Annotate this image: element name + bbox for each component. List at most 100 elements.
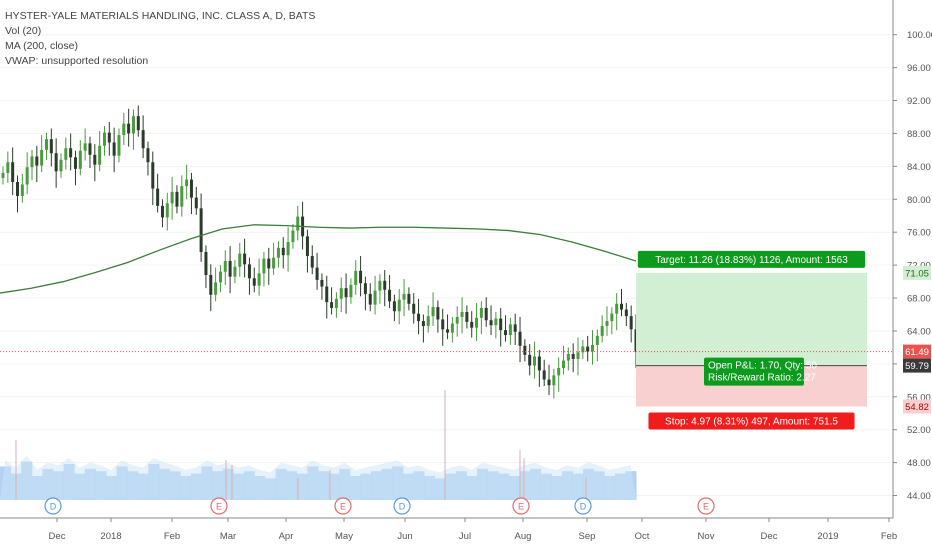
candle-body: [107, 132, 111, 143]
candle-body: [499, 318, 503, 331]
candle-body: [83, 143, 87, 151]
y-tick-label: 96.00: [907, 63, 931, 74]
earnings-event-icon[interactable]: [334, 497, 352, 515]
candle-body: [354, 270, 358, 285]
candle-body: [286, 242, 290, 256]
candle-body: [518, 331, 522, 346]
candle-body: [175, 191, 179, 207]
y-tick-label: 64.00: [907, 326, 931, 337]
candle-body: [330, 302, 334, 308]
candle-body: [470, 321, 474, 328]
candle-body: [88, 143, 92, 155]
volume-study-label[interactable]: Vol (20): [5, 25, 42, 37]
candle-body: [218, 271, 222, 283]
current-price-tag: 61.49: [905, 347, 929, 358]
earnings-event-icon[interactable]: [697, 497, 715, 515]
candle-body: [373, 290, 377, 305]
candle-body: [194, 197, 198, 209]
earnings-event-icon[interactable]: [210, 497, 228, 515]
dividend-event-icon[interactable]: [393, 497, 411, 515]
stop-label-box: [648, 412, 855, 430]
x-tick-label: Nov: [698, 531, 715, 542]
vwap-study-label[interactable]: VWAP: unsupported resolution: [5, 55, 149, 67]
y-tick-label: 68.00: [907, 294, 931, 305]
stop-price-tag-bg: [903, 399, 931, 414]
x-tick-label: Oct: [635, 531, 650, 542]
candle-body: [73, 157, 77, 169]
candle-body: [257, 273, 261, 286]
target-price-tag: 71.05: [905, 268, 929, 279]
earnings-event-icon[interactable]: [512, 497, 530, 515]
candle-body: [591, 344, 595, 352]
y-tick-label: 56.00: [907, 392, 931, 403]
x-tick-label: Aug: [515, 531, 532, 542]
y-tick-label: 48.00: [907, 458, 931, 469]
candle-body: [64, 148, 68, 160]
candle-body: [484, 307, 488, 321]
x-tick-label: 2018: [100, 531, 121, 542]
candle-body: [460, 312, 464, 317]
event-marker-letter: E: [216, 502, 222, 512]
stop-price-tag: 54.82: [905, 402, 929, 413]
candle-body: [296, 216, 300, 231]
candle-body: [102, 132, 106, 146]
event-marker-letter: D: [50, 502, 57, 512]
y-tick-label: 44.00: [907, 491, 931, 502]
ma-study-label[interactable]: MA (200, close): [5, 40, 78, 52]
candle-body: [228, 261, 232, 277]
candle-body: [339, 288, 343, 299]
candle-body: [1, 172, 5, 178]
candle-body: [600, 326, 604, 336]
candle-body: [35, 156, 39, 166]
candle-body: [117, 135, 121, 156]
candle-body: [325, 286, 329, 303]
current-price-tag-bg: [903, 344, 931, 359]
candle-body: [199, 208, 203, 252]
volume-average-area: [0, 455, 636, 500]
candle-body: [421, 321, 425, 327]
candle-body: [368, 293, 372, 305]
candle-body: [513, 324, 517, 332]
x-tick-label: Feb: [881, 531, 897, 542]
candle-body: [151, 162, 155, 189]
candle-body: [359, 270, 363, 284]
candle-body: [54, 153, 58, 172]
candle-body: [383, 280, 387, 290]
candle-body: [20, 184, 24, 196]
y-tick-label: 76.00: [907, 228, 931, 239]
dividend-event-icon[interactable]: [44, 497, 62, 515]
candle-body: [508, 324, 512, 336]
candle-body: [566, 353, 570, 361]
x-tick-label: 2019: [817, 531, 838, 542]
candle-body: [581, 346, 585, 353]
candle-body: [267, 258, 271, 269]
candle-body: [262, 258, 266, 274]
candle-body: [69, 148, 73, 158]
candle-body: [629, 316, 633, 330]
candle-body: [441, 319, 445, 330]
risk-reward-label: Risk/Reward Ratio: 2.27: [708, 373, 816, 384]
candle-body: [465, 312, 469, 322]
candle-body: [25, 167, 29, 185]
entry-price-tag: 59.79: [905, 361, 929, 372]
candle-body: [272, 257, 276, 269]
candle-body: [455, 316, 459, 324]
entry-price-tag-bg: [903, 358, 931, 373]
candle-body: [156, 188, 160, 206]
candle-body: [243, 253, 247, 265]
candle-body: [392, 301, 396, 312]
candle-body: [93, 154, 97, 165]
candle-body: [542, 370, 546, 380]
chart-legend: HYSTER-YALE MATERIALS HANDLING, INC. CLA…: [5, 9, 315, 69]
candle-body: [6, 162, 10, 173]
candle-body: [146, 148, 150, 163]
symbol-title[interactable]: HYSTER-YALE MATERIALS HANDLING, INC. CLA…: [5, 10, 316, 22]
dividend-event-icon[interactable]: [574, 497, 592, 515]
candle-body: [136, 116, 140, 131]
candle-body: [494, 318, 498, 326]
x-tick-label: Jun: [397, 531, 412, 542]
target-zone[interactable]: [636, 272, 867, 366]
target-label: Target: 11.26 (18.83%) 1126, Amount: 156…: [655, 255, 848, 266]
target-price-tag-bg: [903, 265, 931, 280]
